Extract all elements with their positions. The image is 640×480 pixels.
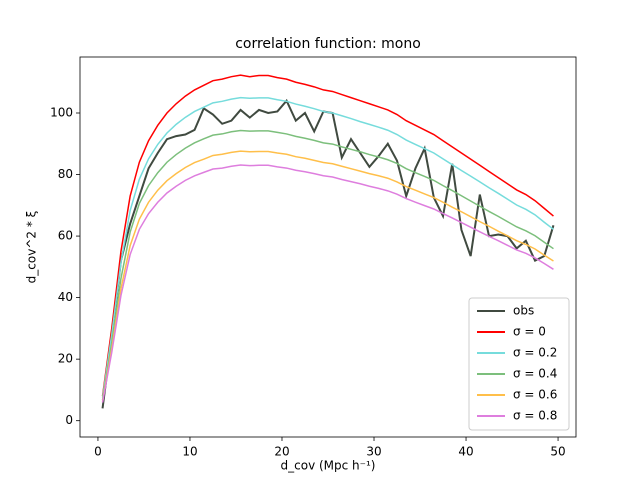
series-line [101,164,554,403]
chart-title: correlation function: mono [235,36,421,52]
legend-label: obs [513,304,534,318]
x-tick-label: 20 [274,445,289,459]
x-tick-label: 0 [94,445,102,459]
y-tick-label: 100 [50,106,73,120]
legend-label: σ = 0.6 [513,388,557,402]
legend-label: σ = 0.2 [513,346,557,360]
x-axis-label: d_cov (Mpc h⁻¹) [281,459,376,473]
y-tick-label: 80 [58,167,73,181]
x-tick-label: 50 [550,445,565,459]
y-tick-label: 0 [65,413,73,427]
y-tick-label: 40 [58,290,73,304]
legend-label: σ = 0.8 [513,409,557,423]
x-tick-label: 10 [182,445,197,459]
x-tick-label: 40 [458,445,473,459]
y-tick-label: 20 [58,352,73,366]
y-axis-label: d_cov^2 * ξ [25,211,39,284]
series-line [101,150,554,402]
legend-label: σ = 0 [513,325,546,339]
x-tick-label: 30 [366,445,381,459]
y-tick-label: 60 [58,229,73,243]
legend-label: σ = 0.4 [513,367,557,381]
plot-frame [79,56,577,438]
series-line [101,129,554,401]
series-line [101,96,554,398]
series-line [101,74,554,397]
